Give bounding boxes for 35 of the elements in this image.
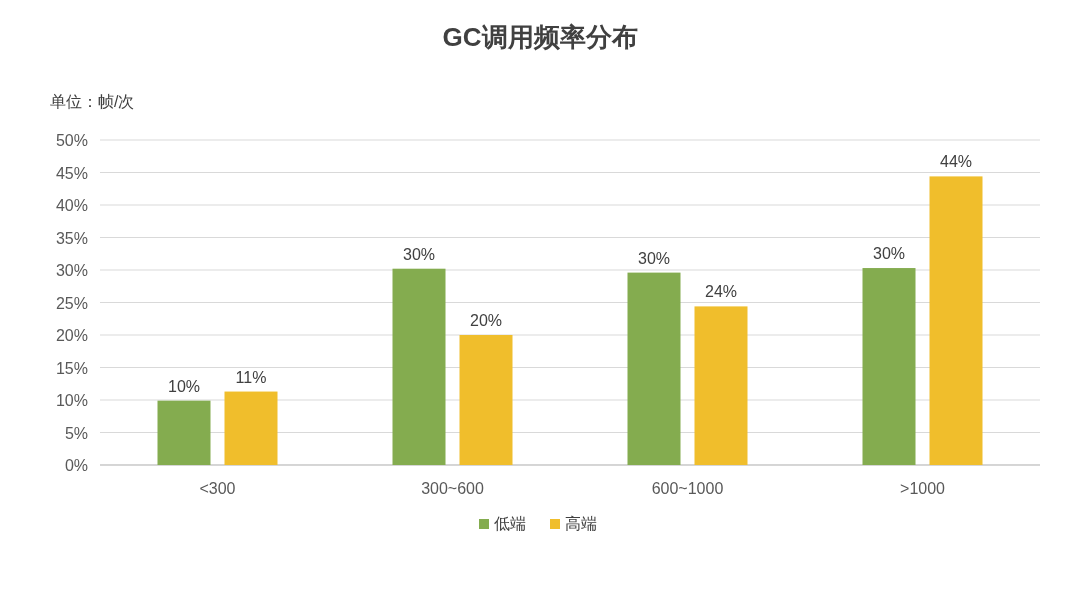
- x-tick-label: <300: [199, 480, 236, 497]
- bar: [694, 306, 748, 465]
- bar: [459, 335, 513, 465]
- data-label: 30%: [402, 245, 436, 263]
- data-label: 24%: [704, 283, 738, 301]
- bar: [627, 272, 681, 465]
- bar: [392, 268, 446, 465]
- bar: [157, 400, 211, 465]
- data-label: 20%: [469, 312, 503, 329]
- bar: [929, 176, 983, 465]
- text: 单位：帧/次: [50, 93, 135, 110]
- y-tick-label: 15%: [55, 359, 88, 377]
- y-tick-label: 35%: [55, 229, 88, 247]
- y-tick-label: 40%: [55, 197, 88, 214]
- chart-title: GC调用频率分布: [442, 22, 638, 52]
- x-tick-label: 600~1000: [651, 480, 724, 497]
- y-tick-label: 5%: [64, 424, 88, 442]
- y-tick-label: 20%: [55, 327, 88, 344]
- data-label: 30%: [872, 245, 906, 263]
- data-label: 44%: [939, 153, 973, 171]
- y-tick-label: 30%: [55, 262, 88, 279]
- bar: [862, 268, 916, 465]
- y-tick-label: 50%: [55, 132, 88, 149]
- data-label: 10%: [167, 377, 201, 395]
- data-label: 30%: [637, 249, 671, 267]
- legend-label: 高端: [565, 515, 597, 532]
- x-tick-label: 300~600: [421, 480, 484, 497]
- y-tick-label: 10%: [55, 392, 88, 409]
- bar: [224, 391, 278, 465]
- data-label: 11%: [235, 368, 267, 386]
- x-tick-label: >1000: [900, 480, 946, 497]
- y-tick-label: 45%: [55, 164, 88, 182]
- y-tick-label: 0%: [64, 457, 88, 474]
- y-tick-label: 25%: [55, 294, 88, 312]
- legend-label: 低端: [494, 515, 526, 532]
